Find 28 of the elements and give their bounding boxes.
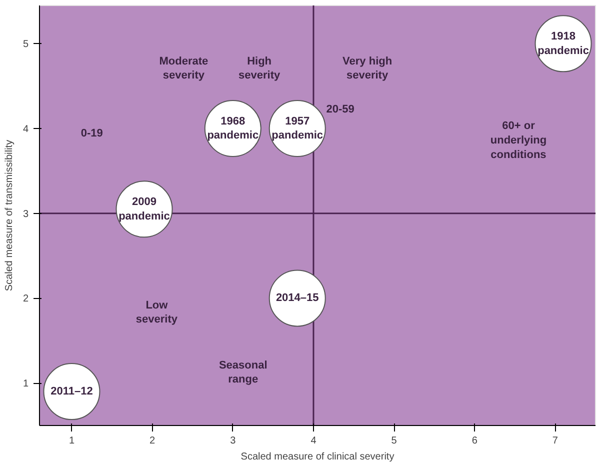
annotation: 2014–15 (276, 292, 319, 304)
x-tick-label: 6 (472, 436, 478, 446)
annotation: 20-59 (326, 104, 354, 116)
annotation: 0-19 (80, 128, 103, 140)
annotation: Low severity (136, 299, 178, 326)
x-tick-label: 7 (552, 436, 558, 446)
x-tick-label: 3 (230, 436, 236, 446)
y-tick-label: 1 (22, 378, 29, 390)
x-tick-label: 4 (310, 436, 317, 446)
annotation: Seasonal range (218, 359, 268, 386)
annotation: 1968 pandemic (207, 115, 259, 142)
annotation: High severity (238, 55, 281, 82)
x-axis-title: Scaled measure of clinical severity (240, 452, 394, 462)
y-tick-label: 3 (22, 208, 29, 220)
annotation: 60+ or underlying conditions (490, 120, 547, 161)
annotation: 1918 pandemic (538, 30, 589, 57)
annotation: Very high severity (342, 55, 392, 82)
x-tick-label: 1 (68, 436, 75, 446)
y-tick-label: 4 (22, 124, 29, 136)
annotation: Moderate severity (159, 55, 208, 82)
annotation: 1957 pandemic (272, 115, 324, 142)
y-tick-label: 5 (22, 39, 29, 50)
x-tick-label: 5 (391, 436, 398, 446)
x-tick-label: 2 (150, 436, 156, 446)
y-axis-title: Scaled measure of transmissibility (4, 140, 15, 292)
annotation: 2011–12 (50, 386, 93, 398)
annotation: 2009 pandemic (118, 196, 170, 222)
y-tick-label: 2 (22, 294, 29, 305)
